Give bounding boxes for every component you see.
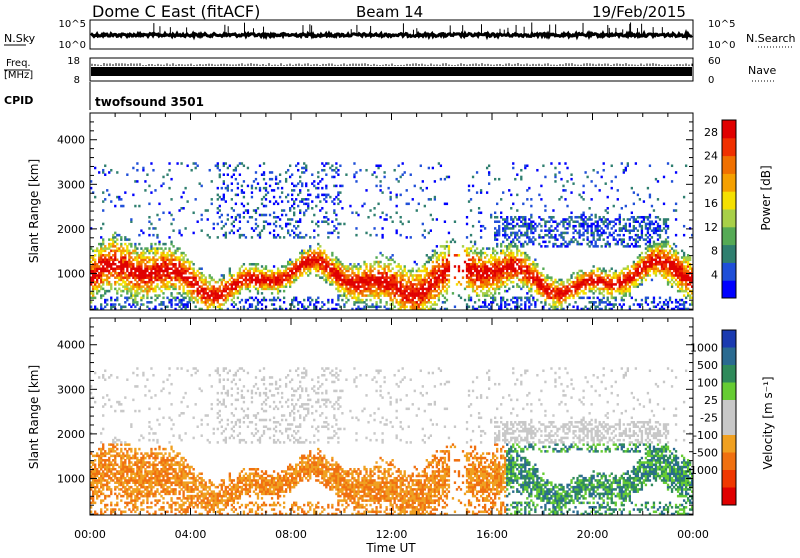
beam-label: Beam 14: [356, 3, 423, 21]
power-colorbar-tick: 20: [704, 173, 718, 186]
power-heatmap: [90, 162, 693, 310]
power-colorbar-tick: 8: [711, 245, 718, 258]
nave-tick-low: 0: [708, 75, 714, 86]
x-tick-label: 16:00: [476, 528, 508, 541]
velocity-colorbar-tick: -500: [693, 447, 718, 460]
freq-label-line2: [MHz]: [4, 70, 33, 81]
y-tick-label: 1000: [57, 472, 85, 485]
nave-label: Nave: [748, 64, 776, 77]
x-tick-label: 12:00: [376, 528, 408, 541]
velocity-heatmap: [90, 367, 693, 515]
x-tick-label: 00:00: [677, 528, 709, 541]
nave-tick-high: 60: [708, 56, 721, 67]
velocity-panel: 1000 2000 3000 4000 Slant Range [km]: [27, 318, 693, 515]
power-colorbar-tick: 4: [711, 268, 718, 281]
y-tick-label: 3000: [57, 383, 85, 396]
power-ylabel: Slant Range [km]: [27, 159, 41, 263]
power-colorbar: 4 8 12 16 20 24 28: [704, 120, 736, 299]
nsky-tick-high: 10^5: [59, 19, 86, 30]
date-label: 19/Feb/2015: [592, 3, 686, 21]
power-colorbar-label: Power [dB]: [759, 165, 773, 230]
cpid-value: twofsound 3501: [95, 95, 204, 109]
x-axis-title: Time UT: [365, 541, 416, 554]
y-tick-label: 3000: [57, 178, 85, 191]
y-tick-label: 2000: [57, 428, 85, 441]
velocity-colorbar-tick: 25: [704, 394, 718, 407]
velocity-ylabel: Slant Range [km]: [27, 365, 41, 469]
freq-label-line1: Freq.: [6, 58, 31, 69]
freq-tick-high: 18: [67, 56, 80, 67]
power-colorbar-tick: 12: [704, 221, 718, 234]
velocity-colorbar-tick: 1000: [690, 342, 718, 355]
velocity-colorbar-tick: 100: [697, 377, 718, 390]
nsky-panel: N.Sky 10^5 10^0 10^5 10^0 N.Search: [4, 19, 796, 51]
velocity-colorbar-tick: -100: [693, 429, 718, 442]
x-tick-label: 08:00: [275, 528, 307, 541]
nsky-trace: [91, 22, 692, 36]
freq-trace: [91, 63, 692, 76]
nsearch-tick-low: 10^0: [708, 40, 735, 51]
x-tick-label: 00:00: [74, 528, 106, 541]
nsky-tick-low: 10^0: [59, 40, 86, 51]
plot-title: Dome C East (fitACF): [92, 2, 260, 21]
velocity-colorbar-label: Velocity [m s⁻¹]: [761, 376, 775, 469]
freq-tick-low: 8: [74, 75, 80, 86]
velocity-colorbar-tick: 500: [697, 359, 718, 372]
power-colorbar-tick: 24: [704, 150, 718, 163]
velocity-colorbar-tick: -25: [700, 412, 718, 425]
power-colorbar-tick: 16: [704, 197, 718, 210]
y-tick-label: 4000: [57, 339, 85, 352]
cpid-label: CPID: [4, 94, 33, 107]
power-colorbar-tick: 28: [704, 126, 718, 139]
x-tick-label: 04:00: [175, 528, 207, 541]
velocity-colorbar-tick: -1000: [686, 464, 718, 477]
y-tick-label: 2000: [57, 223, 85, 236]
freq-panel: Freq. [MHz] 18 8 60 0 Nave: [4, 56, 776, 86]
y-tick-label: 1000: [57, 267, 85, 280]
velocity-colorbar: 1000 500 100 25 -25 -100 -500 -1000: [686, 330, 736, 506]
nsearch-label: N.Search: [746, 32, 796, 45]
y-tick-label: 4000: [57, 134, 85, 147]
power-panel: 1000 2000 3000 4000 Slant Range [km]: [27, 113, 693, 310]
x-tick-labels: 00:00 04:00 08:00 12:00 16:00 20:00 00:00: [74, 528, 709, 541]
nsearch-tick-high: 10^5: [708, 19, 735, 30]
x-tick-label: 20:00: [577, 528, 609, 541]
nsky-label: N.Sky: [4, 32, 36, 45]
